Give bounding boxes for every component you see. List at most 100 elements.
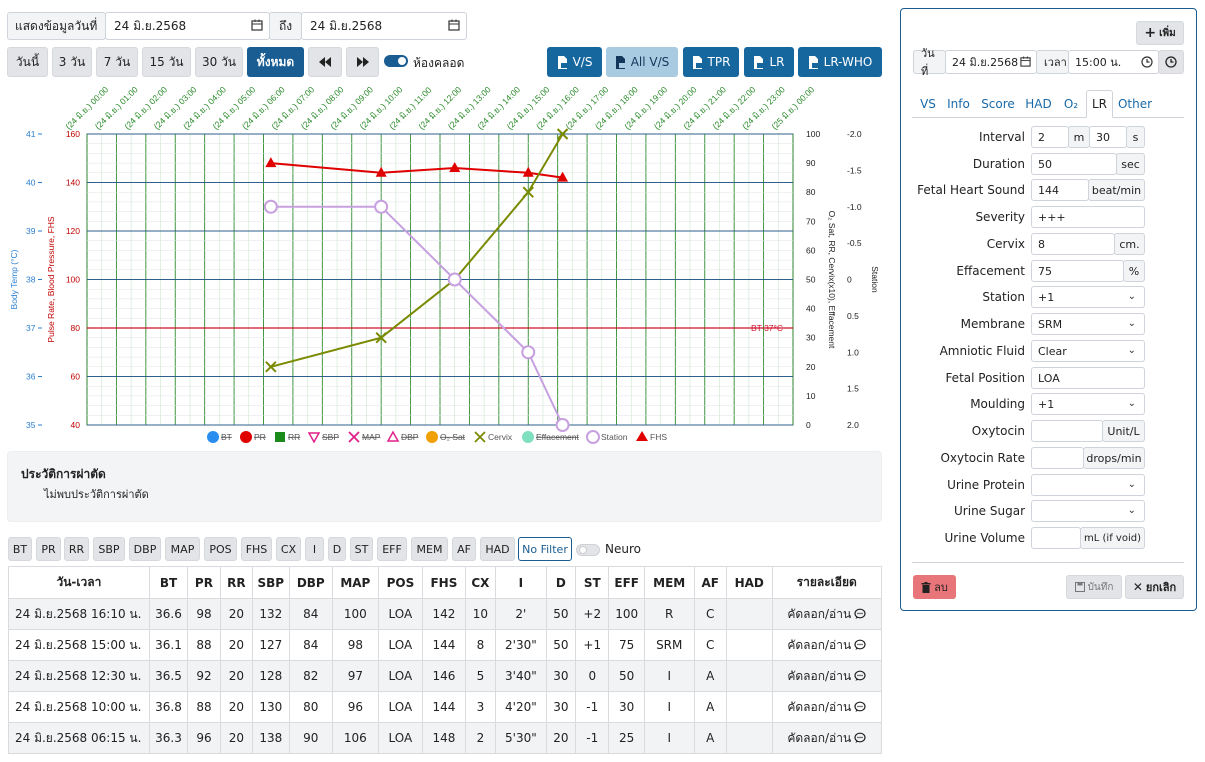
filter-dbp-button[interactable]: DBP <box>129 537 161 561</box>
chevron-down-icon: ⌄ <box>1127 479 1136 490</box>
filter-fhs-button[interactable]: FHS <box>241 537 272 561</box>
body-temp-axis-label: Body Temp (°C) <box>9 249 19 309</box>
detail-link[interactable]: คัดลอก/อ่าน <box>771 598 882 630</box>
column-header[interactable]: FHS <box>422 566 466 599</box>
column-header[interactable]: ST <box>575 566 610 599</box>
save-button[interactable]: บันทึก <box>1066 575 1122 599</box>
print-tpr-button[interactable]: TPR <box>683 47 739 77</box>
comment-icon <box>851 607 866 621</box>
tab-lr[interactable]: LR <box>1086 90 1113 118</box>
column-header[interactable]: MEM <box>643 566 695 599</box>
tab-o2[interactable]: O₂ <box>1063 97 1079 111</box>
range-3day-button[interactable]: 3 วัน <box>52 47 92 77</box>
labor-room-toggle[interactable] <box>384 55 408 67</box>
interval-minutes-input[interactable]: 2 <box>1031 126 1069 148</box>
delete-button[interactable]: ลบ <box>913 575 956 599</box>
filter-af-button[interactable]: AF <box>452 537 476 561</box>
range-15day-button[interactable]: 15 วัน <box>142 47 191 77</box>
filter-sbp-button[interactable]: SBP <box>93 537 125 561</box>
column-header[interactable]: I <box>495 566 547 599</box>
column-header[interactable]: HAD <box>725 566 773 599</box>
table-cell: 98 <box>332 629 379 661</box>
range-all-button[interactable]: ทั้งหมด <box>247 47 304 77</box>
severity-input[interactable]: +++ <box>1031 206 1145 228</box>
filter-map-button[interactable]: MAP <box>165 537 200 561</box>
membrane-select[interactable]: SRM ⌄ <box>1031 313 1145 335</box>
o2-tick-label: 0 <box>806 420 811 430</box>
date-to-value: 24 มิ.ย.2568 <box>310 18 383 33</box>
print-lr-button[interactable]: LR <box>744 47 794 77</box>
column-header[interactable]: SBP <box>252 566 290 599</box>
filter-mem-button[interactable]: MEM <box>411 537 448 561</box>
filter-pos-button[interactable]: POS <box>204 537 237 561</box>
column-header[interactable]: D <box>545 566 577 599</box>
amniotic-select[interactable]: Clear ⌄ <box>1031 340 1145 362</box>
oxytocin-input[interactable] <box>1031 420 1103 442</box>
filter-rr-button[interactable]: RR <box>64 537 89 561</box>
tab-vs[interactable]: VS <box>920 97 936 111</box>
tab-other[interactable]: Other <box>1117 97 1153 111</box>
oxytocin-rate-input[interactable] <box>1031 447 1084 469</box>
panel-time-input[interactable]: 15:00 น. <box>1068 50 1159 74</box>
interval-seconds-input[interactable]: 30 <box>1089 126 1127 148</box>
body-temp-tick-label: 38 <box>26 275 36 285</box>
column-header[interactable]: CX <box>464 566 497 599</box>
calendar-icon[interactable] <box>251 19 263 34</box>
filter-bt-button[interactable]: BT <box>8 537 32 561</box>
duration-input[interactable]: 50 <box>1031 153 1117 175</box>
tab-score[interactable]: Score <box>981 97 1015 111</box>
column-header[interactable]: MAP <box>332 566 379 599</box>
filter-d-button[interactable]: D <box>328 537 346 561</box>
next-button[interactable] <box>346 47 379 77</box>
now-time-button[interactable] <box>1158 50 1184 74</box>
detail-link[interactable]: คัดลอก/อ่าน <box>771 691 882 723</box>
column-header[interactable]: POS <box>377 566 424 599</box>
pulse-tick-label: 80 <box>71 323 81 333</box>
print-lr-who-button[interactable]: LR-WHO <box>798 47 882 77</box>
neuro-toggle[interactable] <box>576 544 600 556</box>
filter-st-button[interactable]: ST <box>350 537 373 561</box>
filter-cx-button[interactable]: CX <box>276 537 301 561</box>
filter-had-button[interactable]: HAD <box>480 537 515 561</box>
urine-volume-input[interactable] <box>1031 527 1081 549</box>
clock-icon[interactable] <box>1141 56 1153 71</box>
position-input[interactable]: LOA <box>1031 367 1145 389</box>
filter-eff-button[interactable]: EFF <box>377 537 407 561</box>
calendar-icon[interactable] <box>1020 56 1031 70</box>
cervix-input[interactable]: 8 <box>1031 233 1115 255</box>
column-header[interactable]: DBP <box>288 566 334 599</box>
panel-date-input[interactable]: 24 มิ.ย.2568 <box>945 50 1037 74</box>
station-select[interactable]: +1 ⌄ <box>1031 286 1145 308</box>
column-header[interactable]: วัน-เวลา <box>8 566 150 599</box>
detail-link[interactable]: คัดลอก/อ่าน <box>771 722 882 754</box>
tab-had[interactable]: HAD <box>1025 97 1052 111</box>
cancel-button[interactable]: ✕ ยกเลิก <box>1125 575 1184 599</box>
column-header[interactable]: EFF <box>608 566 645 599</box>
print-all-vs-button[interactable]: All V/S <box>606 47 678 77</box>
add-button[interactable]: + เพิ่ม <box>1136 21 1184 45</box>
prev-button[interactable] <box>308 47 342 77</box>
column-header[interactable]: รายละเอียด <box>771 566 882 599</box>
fhs-input[interactable]: 144 <box>1031 179 1089 201</box>
column-header[interactable]: BT <box>148 566 189 599</box>
detail-link[interactable]: คัดลอก/อ่าน <box>771 629 882 661</box>
filter-no-filter-button[interactable]: No Filter <box>518 537 572 561</box>
column-header[interactable]: RR <box>219 566 254 599</box>
column-header[interactable]: PR <box>187 566 221 599</box>
moulding-select[interactable]: +1 ⌄ <box>1031 393 1145 415</box>
tab-info[interactable]: Info <box>947 97 970 111</box>
urine-sugar-select[interactable]: ⌄ <box>1031 500 1145 522</box>
range-30day-button[interactable]: 30 วัน <box>195 47 243 77</box>
calendar-icon[interactable] <box>448 19 460 34</box>
print-vs-button[interactable]: V/S <box>547 47 602 77</box>
detail-link[interactable]: คัดลอก/อ่าน <box>771 660 882 692</box>
filter-pr-button[interactable]: PR <box>36 537 61 561</box>
column-header[interactable]: AF <box>693 566 727 599</box>
range-today-button[interactable]: วันนี้ <box>7 47 48 77</box>
filter-i-button[interactable]: I <box>305 537 324 561</box>
effacement-input[interactable]: 75 <box>1031 260 1124 282</box>
urine-protein-select[interactable]: ⌄ <box>1031 474 1145 496</box>
range-7day-button[interactable]: 7 วัน <box>96 47 138 77</box>
date-to-input[interactable]: 24 มิ.ย.2568 <box>301 12 467 40</box>
date-from-input[interactable]: 24 มิ.ย.2568 <box>105 12 270 40</box>
